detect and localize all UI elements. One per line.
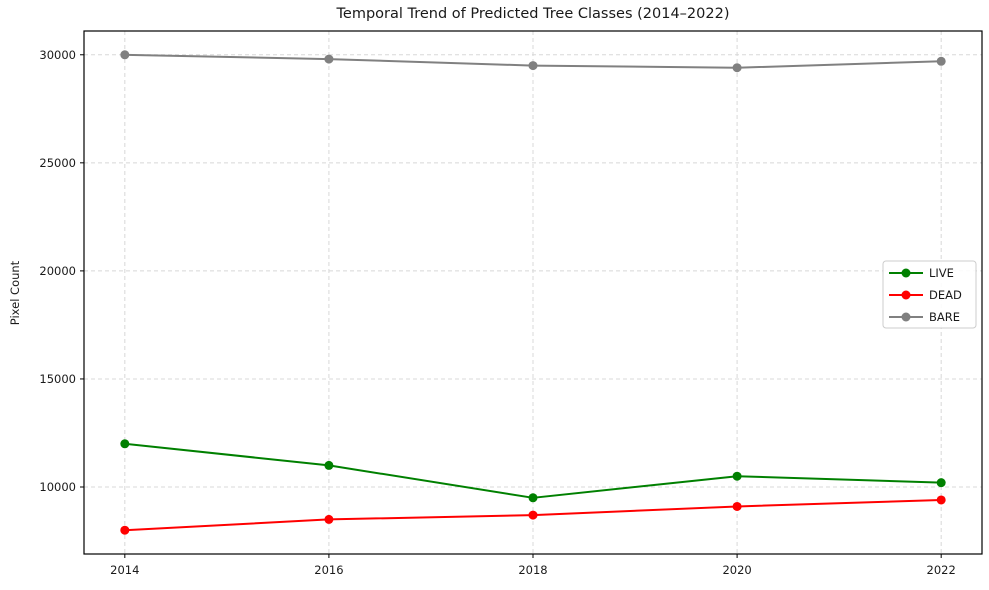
data-point-dead — [324, 514, 334, 524]
data-point-bare — [732, 63, 742, 73]
x-tick-label: 2014 — [110, 563, 139, 577]
data-point-live — [324, 460, 334, 470]
data-point-bare — [528, 61, 538, 71]
data-point-live — [732, 471, 742, 481]
y-tick-label: 15000 — [39, 372, 76, 386]
legend-marker — [901, 290, 911, 300]
legend-label-dead: DEAD — [929, 288, 962, 302]
data-point-bare — [120, 50, 130, 60]
legend: LIVE DEAD BARE — [882, 260, 977, 329]
data-point-bare — [324, 54, 334, 64]
data-point-live — [528, 493, 538, 503]
data-point-live — [120, 439, 130, 449]
data-point-dead — [732, 501, 742, 511]
x-tick-label: 2016 — [314, 563, 343, 577]
legend-label-live: LIVE — [929, 266, 954, 280]
y-tick-label: 10000 — [39, 480, 76, 494]
legend-label-bare: BARE — [929, 310, 960, 324]
x-tick-label: 2018 — [518, 563, 547, 577]
legend-marker — [901, 268, 911, 278]
data-point-live — [936, 478, 946, 488]
x-tick-label: 2020 — [722, 563, 751, 577]
y-axis-label: Pixel Count — [8, 260, 22, 326]
data-point-dead — [120, 525, 130, 535]
data-point-dead — [936, 495, 946, 505]
y-tick-label: 25000 — [39, 156, 76, 170]
data-point-dead — [528, 510, 538, 520]
legend-marker — [901, 312, 911, 322]
chart-title: Temporal Trend of Predicted Tree Classes… — [336, 6, 730, 22]
data-point-bare — [936, 56, 946, 66]
y-tick-label: 30000 — [39, 48, 76, 62]
x-tick-label: 2022 — [927, 563, 956, 577]
y-tick-label: 20000 — [39, 264, 76, 278]
legend-box — [882, 260, 977, 329]
